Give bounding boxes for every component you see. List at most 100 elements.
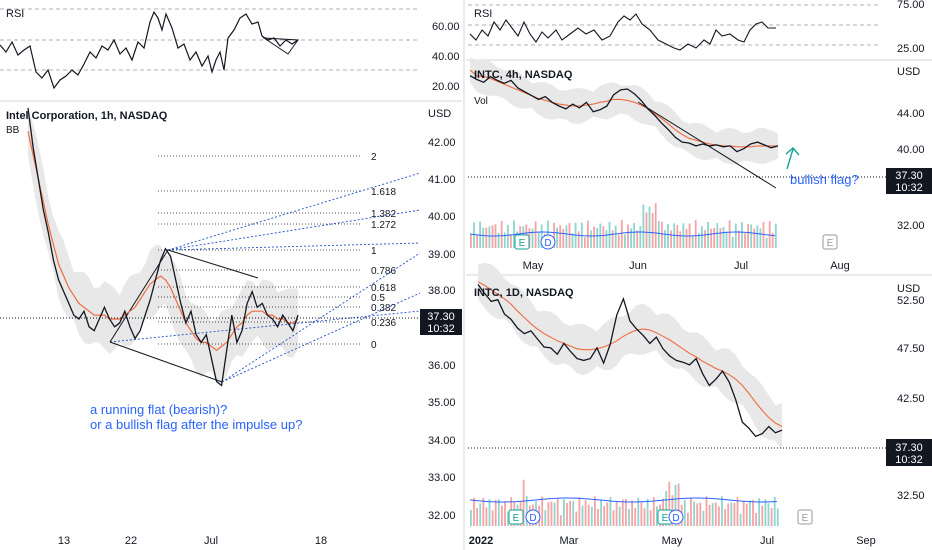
volume-bar (634, 508, 637, 526)
rb-tick-4750: 47.50 (897, 343, 925, 355)
volume-bar (690, 497, 692, 526)
volume-bar (716, 223, 719, 248)
volume-bar (711, 503, 714, 526)
volume-bar (704, 230, 706, 248)
right-top-bollinger-band (470, 57, 778, 165)
volume-bar (738, 230, 740, 248)
volume-bar (741, 222, 743, 248)
rb-tick-4250: 42.50 (897, 393, 925, 405)
right-top-vol-label: Vol (474, 96, 488, 107)
volume-bar (761, 505, 764, 526)
earnings-upcoming-icon[interactable]: E (802, 513, 809, 524)
earnings-icon[interactable]: E (662, 513, 669, 524)
volume-bar (550, 501, 553, 526)
left-time-tick: 22 (125, 535, 137, 547)
left-rsi-triangle (262, 37, 299, 55)
right-top-event-markers[interactable]: E D E (514, 234, 838, 250)
volume-bar (571, 233, 574, 248)
right-top-chart-panel: RSI 60.00 40.00 20.00 75.00 25.00 bullis… (432, 0, 932, 272)
fib-level-label: 1.382 (371, 209, 396, 220)
volume-bar (702, 510, 705, 526)
volume-bar (752, 499, 754, 526)
left-last-price-tag: 37.30 10:32 (420, 309, 462, 335)
rt-time-tick: Jul (734, 260, 748, 272)
annotation-line-2: or a bullish flag after the impulse up? (90, 417, 302, 432)
volume-bar (547, 220, 549, 248)
volume-bar (667, 224, 669, 248)
volume-bar (750, 224, 753, 248)
fib-fan-lines (109, 172, 421, 383)
volume-bar (578, 497, 581, 526)
volume-bar (701, 226, 703, 248)
left-chart-title: Intel Corporation, 1h, NASDAQ (6, 110, 168, 122)
volume-bar (724, 509, 726, 526)
volume-bar (733, 502, 736, 526)
volume-bar (541, 496, 544, 526)
volume-bar (534, 221, 537, 248)
volume-bar (491, 510, 494, 526)
volume-bar (774, 223, 777, 248)
volume-bar (758, 498, 761, 526)
earnings-icon[interactable]: E (519, 238, 526, 249)
volume-bar (770, 508, 773, 526)
right-bottom-event-markers[interactable]: E D E D E (508, 509, 813, 525)
right-bottom-volume-ma (469, 497, 777, 503)
rb-time-tick: 2022 (469, 535, 493, 547)
left-bb-label: BB (6, 125, 20, 136)
fib-level-label: 0.786 (371, 266, 396, 277)
volume-bar (771, 232, 774, 248)
rsi-right-tick-25: 25.00 (897, 43, 925, 55)
rt-tick-44: 44.00 (897, 108, 925, 120)
volume-bar (566, 503, 568, 526)
volume-bar (697, 233, 700, 248)
volume-bar (507, 511, 509, 526)
volume-bar (470, 234, 472, 248)
volume-bar (676, 225, 679, 248)
volume-bar (722, 226, 725, 248)
rt-tick-40: 40.00 (897, 144, 925, 156)
volume-bar (730, 502, 733, 526)
volume-bar (710, 228, 712, 248)
volume-bar (590, 230, 592, 248)
dividend-icon[interactable]: D (529, 513, 536, 524)
right-top-last-price-tag: 37.30 10:32 (886, 168, 932, 194)
left-price-tick: 41.00 (428, 174, 456, 186)
volume-bar (473, 222, 475, 248)
volume-bar (537, 232, 540, 248)
volume-bar (605, 230, 608, 248)
volume-bar (696, 503, 699, 526)
left-price-tick: 36.00 (428, 360, 456, 372)
volume-bar (488, 499, 491, 526)
volume-bar (636, 230, 639, 248)
volume-bar (476, 507, 478, 526)
volume-bar (559, 225, 562, 248)
volume-bar (657, 221, 660, 248)
earnings-upcoming-icon[interactable]: E (827, 238, 834, 249)
fib-level-label: 0.618 (371, 283, 396, 294)
volume-bar (693, 501, 695, 526)
left-time-axis: 13 22 Jul 18 (58, 535, 327, 547)
volume-bar (510, 234, 512, 248)
right-bottom-ma-line (477, 281, 783, 428)
earnings-icon[interactable]: E (513, 513, 520, 524)
volume-bar (721, 496, 723, 526)
volume-bar (630, 228, 632, 248)
volume-bar (725, 231, 728, 248)
volume-bar (565, 225, 568, 248)
rb-time-tick: May (662, 535, 683, 547)
volume-bar (664, 230, 666, 248)
right-bottom-chart-panel: INTC, 1D, NASDAQ USD 52.50 47.50 42.50 3… (468, 262, 932, 547)
dividend-icon[interactable]: D (672, 513, 679, 524)
volume-bar (504, 501, 506, 526)
volume-bar (742, 500, 745, 526)
left-price-tick: 34.00 (428, 435, 456, 447)
dividend-icon[interactable]: D (544, 238, 551, 249)
volume-bar (731, 237, 734, 248)
volume-bar (661, 221, 663, 248)
bullish-arrow-icon (785, 147, 800, 170)
rt-time-tick: Aug (830, 260, 850, 272)
volume-bar (596, 228, 599, 248)
right-bottom-last-price-tag: 37.30 10:32 (886, 439, 932, 466)
volume-bar (614, 225, 617, 248)
